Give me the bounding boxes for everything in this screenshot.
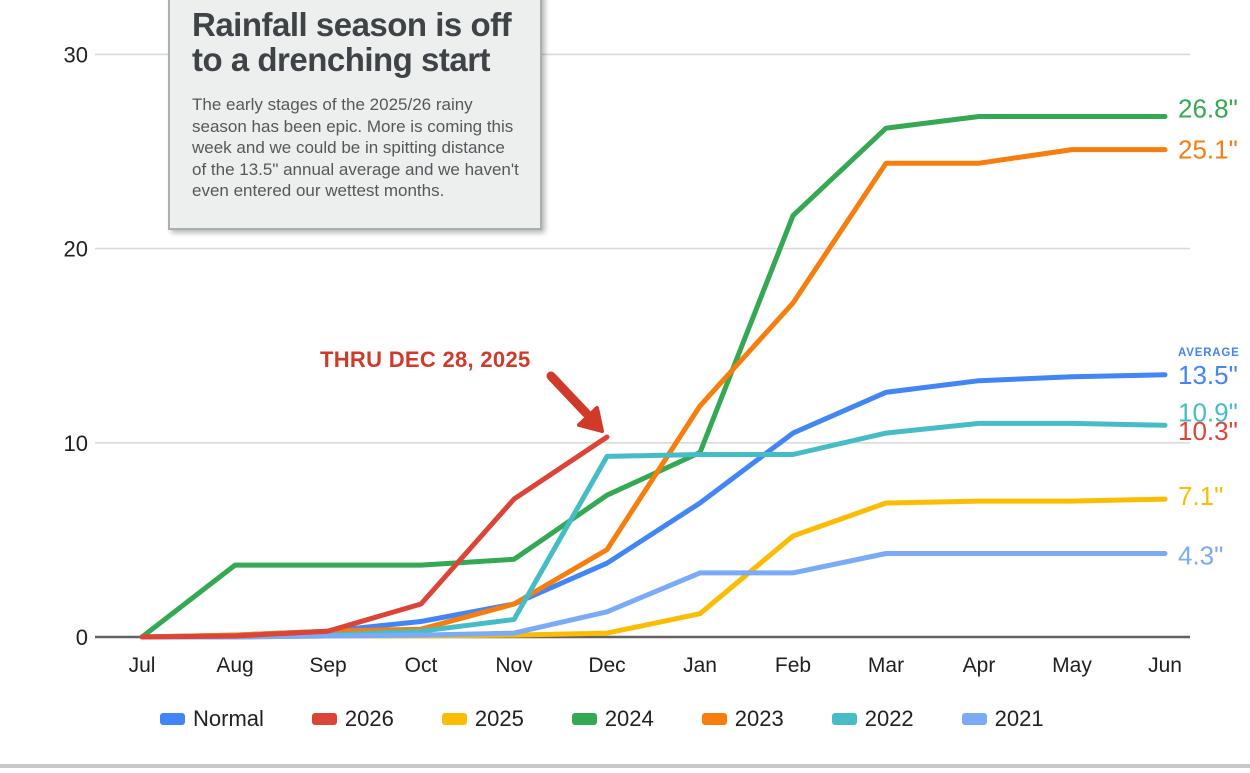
callout-body: The early stages of the 2025/26 rainy se… [192, 94, 519, 201]
legend-swatch-icon [441, 713, 467, 725]
x-tick-label-dec: Dec [588, 654, 625, 677]
legend-item-2025: 2025 [441, 706, 524, 732]
x-tick-label-feb: Feb [775, 654, 811, 677]
x-tick-label-apr: Apr [963, 654, 996, 677]
legend-swatch-icon [961, 713, 987, 725]
end-label-normal: 13.5" [1178, 360, 1238, 390]
callout-title-line2: to a drenching start [192, 40, 491, 78]
legend-swatch-icon [160, 713, 185, 725]
x-tick-label-jun: Jun [1148, 654, 1182, 677]
legend-item-2023: 2023 [701, 706, 784, 732]
end-label-2022: 10.9" [1178, 397, 1238, 427]
x-tick-label-jan: Jan [683, 654, 717, 677]
legend-swatch-icon [831, 713, 857, 725]
legend-label: 2024 [604, 706, 654, 731]
series-line-2026 [139, 434, 610, 640]
legend-item-2021: 2021 [961, 706, 1044, 732]
x-tick-label-oct: Oct [405, 654, 438, 677]
x-tick-label-sep: Sep [309, 654, 346, 677]
end-label-2023: 25.1" [1178, 135, 1238, 165]
end-label-2026: 10.3" [1178, 416, 1238, 446]
end-label-2025: 7.1" [1178, 481, 1223, 511]
x-tick-label-aug: Aug [216, 654, 253, 677]
legend-item-2022: 2022 [831, 706, 914, 732]
legend-swatch-icon [701, 713, 727, 725]
series-line-normal [139, 372, 1168, 640]
callout-title: Rainfall season is off to a drenching sta… [192, 6, 522, 78]
end-label-2024: 26.8" [1178, 94, 1238, 124]
y-tick-label-30: 30 [64, 42, 88, 67]
bottom-divider [0, 764, 1250, 768]
annotation-arrow-head-icon [577, 406, 604, 433]
legend-label: 2021 [994, 706, 1044, 731]
annotation-arrow-shaft [546, 371, 591, 418]
thru-date-annotation: THRU DEC 28, 2025 [320, 347, 531, 372]
y-tick-label-0: 0 [76, 625, 88, 650]
legend-item-2024: 2024 [571, 706, 654, 732]
end-label-prefix-normal: AVERAGE [1178, 347, 1240, 359]
end-label-2021: 4.3" [1178, 540, 1223, 570]
legend-swatch-icon [311, 713, 337, 725]
legend-label: 2023 [734, 706, 784, 731]
callout-title-line1: Rainfall season is off [192, 6, 512, 43]
x-tick-label-mar: Mar [868, 654, 904, 677]
x-tick-label-nov: Nov [495, 654, 533, 677]
y-tick-label-20: 20 [64, 237, 88, 262]
legend-item-2026: 2026 [311, 706, 394, 732]
legend-label: 2022 [864, 706, 914, 731]
legend-item-normal: Normal [160, 706, 264, 732]
y-tick-label-10: 10 [64, 431, 88, 456]
chart-legend: Normal 2026 2025 2024 2023 2022 2021 [160, 702, 1044, 736]
series-line-2025 [139, 496, 1168, 640]
legend-label: Normal [193, 706, 264, 731]
legend-swatch-icon [571, 713, 597, 725]
legend-label: 2025 [474, 706, 524, 731]
series-line-2021 [139, 551, 1168, 640]
legend-label: 2026 [344, 706, 394, 731]
headline-callout: Rainfall season is off to a drenching sta… [168, 0, 542, 230]
x-tick-label-may: May [1052, 654, 1092, 677]
x-tick-label-jul: Jul [129, 654, 156, 677]
